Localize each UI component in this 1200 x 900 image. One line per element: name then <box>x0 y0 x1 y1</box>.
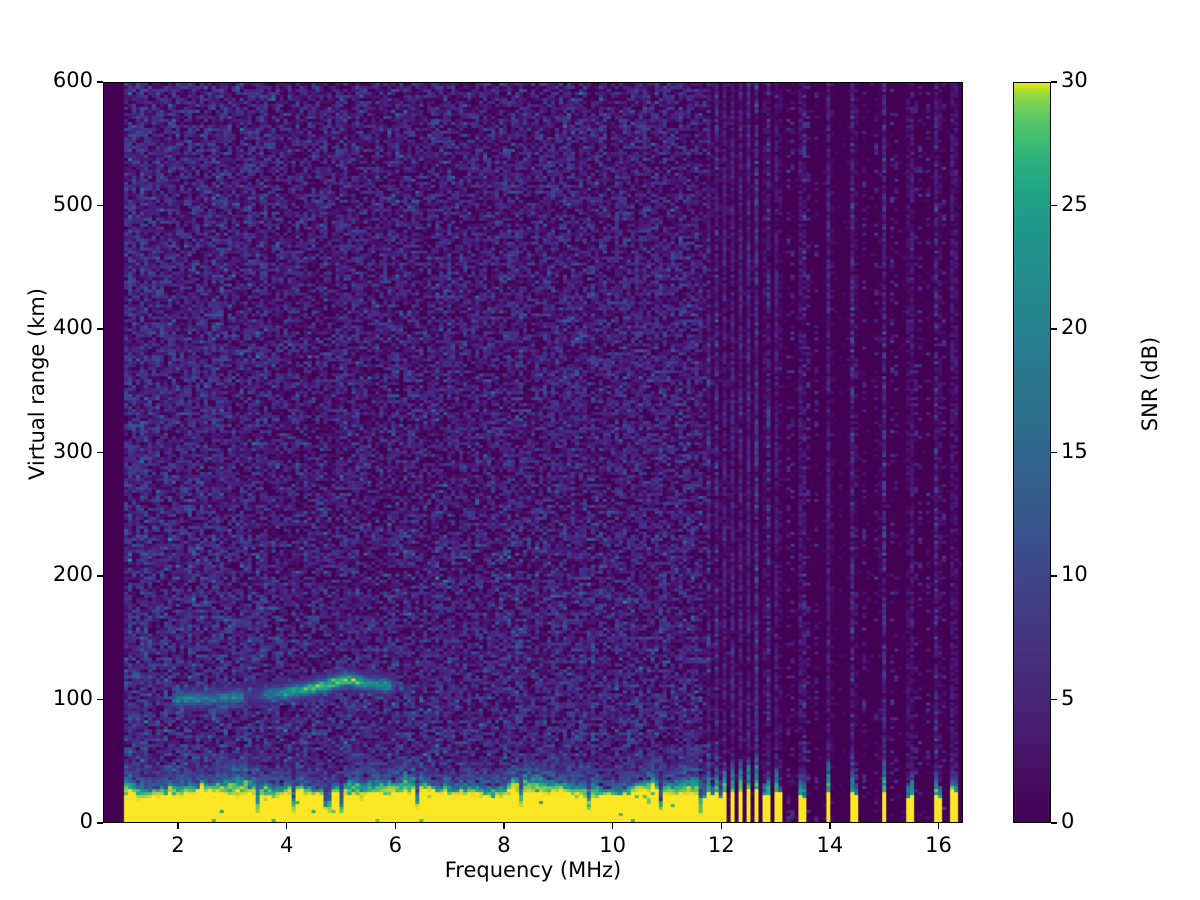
colorbar-tick-label: 20 <box>1061 315 1088 339</box>
x-tick-label: 4 <box>279 833 294 857</box>
plot-area <box>103 82 963 823</box>
y-tick-mark <box>97 328 103 330</box>
colorbar-tick-label: 15 <box>1061 438 1088 463</box>
colorbar-gradient <box>1013 82 1051 823</box>
y-tick-mark <box>97 81 103 83</box>
x-tick-mark <box>611 823 614 829</box>
y-tick-label: 400 <box>52 315 93 339</box>
x-axis-label: Frequency (MHz) <box>444 858 622 882</box>
x-tick-label: 6 <box>388 833 402 857</box>
y-tick-mark <box>97 822 103 824</box>
colorbar-tick-mark <box>1051 328 1057 330</box>
x-tick-label: 12 <box>707 833 735 857</box>
colorbar-tick-mark <box>1051 698 1057 701</box>
colorbar-tick-label: 10 <box>1061 562 1088 586</box>
colorbar-tick-mark <box>1051 822 1057 824</box>
y-tick-mark <box>97 575 103 577</box>
y-tick-mark <box>97 451 103 454</box>
y-tick-label: 0 <box>79 809 93 833</box>
colorbar-tick-mark <box>1051 81 1057 83</box>
ionogram-heatmap <box>104 83 962 822</box>
y-tick-mark <box>97 698 103 701</box>
colorbar-tick-label: 0 <box>1061 809 1075 833</box>
colorbar-label: SNR (dB) <box>1138 336 1162 432</box>
colorbar-tick-label: 5 <box>1061 685 1075 710</box>
colorbar-tick-mark <box>1051 575 1057 577</box>
x-tick-label: 16 <box>925 833 952 857</box>
colorbar-tick-mark <box>1051 204 1057 207</box>
x-tick-mark <box>829 823 831 829</box>
y-tick-label: 300 <box>52 438 93 463</box>
y-tick-label: 100 <box>52 685 93 710</box>
y-axis-label: Virtual range (km) <box>25 287 49 481</box>
x-tick-mark <box>720 823 722 829</box>
colorbar-tick-mark <box>1051 451 1057 454</box>
x-tick-label: 8 <box>497 833 511 857</box>
y-tick-label: 200 <box>52 562 93 586</box>
y-tick-label: 500 <box>52 191 93 216</box>
x-tick-label: 2 <box>171 833 185 857</box>
colorbar-tick-label: 30 <box>1061 68 1088 92</box>
y-tick-label: 600 <box>52 68 93 92</box>
x-tick-mark <box>177 823 179 829</box>
x-tick-mark <box>937 823 940 829</box>
x-tick-label: 10 <box>599 833 626 857</box>
x-tick-label: 14 <box>816 833 844 857</box>
x-tick-mark <box>503 823 505 829</box>
x-tick-mark <box>394 823 396 829</box>
x-tick-mark <box>285 823 288 829</box>
colorbar-tick-label: 25 <box>1061 191 1088 216</box>
y-tick-mark <box>97 204 103 207</box>
